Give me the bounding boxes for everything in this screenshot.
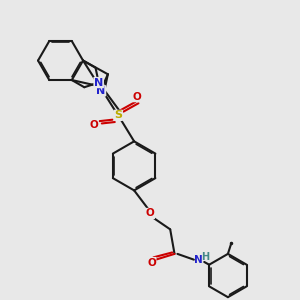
Text: N: N <box>96 86 106 96</box>
Text: O: O <box>133 92 141 102</box>
Text: O: O <box>147 257 156 268</box>
Text: O: O <box>89 121 98 130</box>
Text: S: S <box>114 110 122 120</box>
Text: H: H <box>201 252 209 262</box>
Text: O: O <box>146 208 154 218</box>
Text: N: N <box>194 255 202 265</box>
Text: N: N <box>94 78 103 88</box>
